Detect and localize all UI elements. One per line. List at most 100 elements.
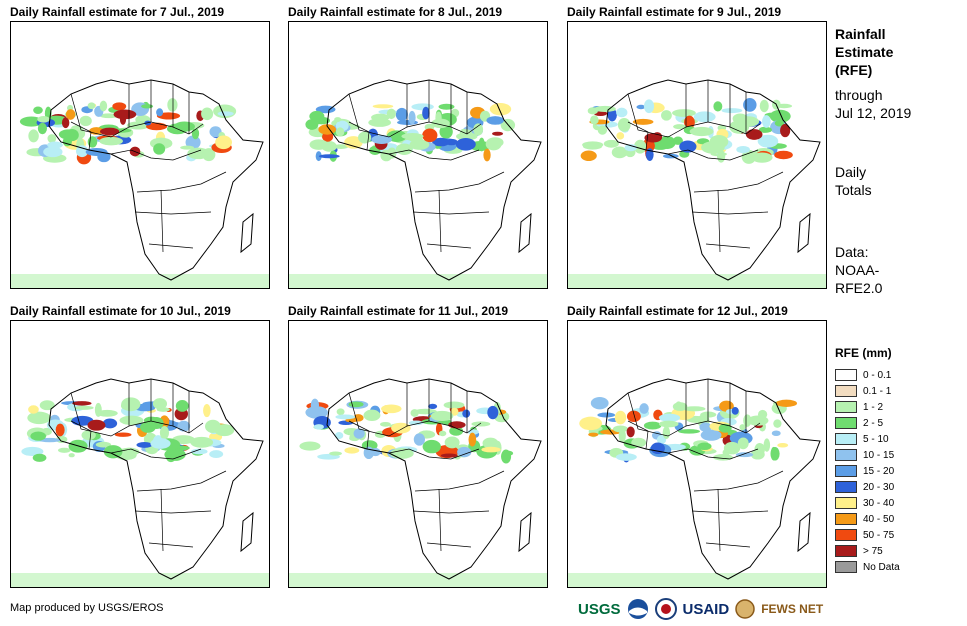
legend-item: 40 - 50 [835,511,900,527]
country-border [388,448,480,460]
rainfall-cell [455,137,476,151]
rainfall-cell [401,133,424,140]
rainfall-cell [118,447,140,456]
rainfall-cell [33,106,43,114]
rainfall-cell [408,420,424,426]
rainfall-cell [47,141,63,149]
rainfall-cell [737,437,749,450]
country-border [348,383,408,437]
rainfall-cell [333,144,349,149]
rainfall-cell [371,134,392,144]
rainfall-cell [590,396,609,410]
legend-item: 20 - 30 [835,479,900,495]
rainfall-cell [103,445,123,459]
rainfall-cell [335,127,345,137]
rainfall-cell [370,448,381,457]
rainfall-cell [773,419,782,428]
rainfall-cell [121,397,141,412]
legend-label: 40 - 50 [863,513,895,525]
legend-label: 50 - 75 [863,529,895,541]
rainfall-cell [662,426,671,439]
africa-coastline [326,378,542,580]
legend-item: 15 - 20 [835,463,900,479]
rainfall-cell [626,426,635,438]
country-border [70,121,92,151]
country-border [412,510,490,514]
rainfall-cell [173,121,195,132]
legend-item: 30 - 40 [835,495,900,511]
rainfall-cell [632,118,654,125]
rainfall-cell [643,421,662,430]
country-border [627,420,649,450]
rainfall-cell [643,99,655,114]
rainfall-cell [482,437,499,449]
africa-coastline [605,79,821,281]
country-border [691,510,769,514]
rainfall-cell [457,446,472,458]
country-border [426,243,472,249]
panel-title-6: Daily Rainfall estimate for 12 Jul., 201… [567,304,788,318]
rainfall-cell [435,111,442,125]
rainfall-cell [631,437,647,448]
rainfall-cell [443,401,465,409]
rainfall-cell [614,410,627,425]
rainfall-cell [617,117,631,132]
panel-title-5: Daily Rainfall estimate for 11 Jul., 201… [288,304,509,318]
rainfall-cell [190,436,214,448]
rainfall-cell [32,453,47,462]
rainfall-cell [615,453,637,461]
rainfall-cell [678,429,701,434]
rainfall-cell [167,98,178,112]
madagascar-outline [797,212,811,254]
rainfall-cell [774,119,785,127]
country-border [134,211,212,215]
rainfall-cell [594,105,616,113]
country-border [412,211,490,215]
rainfall-cell [428,403,438,409]
country-border [348,420,370,450]
rainfall-cell [318,154,340,159]
doi-seal-icon [654,598,677,620]
legend-swatch [835,401,857,413]
rainfall-cell [745,129,763,140]
rainfall-cell [75,145,89,158]
rainfall-cell [597,412,616,418]
legend-label: 0 - 0.1 [863,369,892,381]
rainfall-cell [79,115,92,127]
rainfall-cell [424,123,435,131]
rainfall-cell [81,430,96,441]
legend-label: 0.1 - 1 [863,385,892,397]
legend-label: 2 - 5 [863,417,884,429]
rainfall-cell [774,150,793,160]
legend-item: 2 - 5 [835,415,900,431]
rainfall-cell [413,433,425,446]
rainfall-cell [445,138,458,146]
rainfall-cell [481,446,501,453]
rainfall-cell [344,447,360,454]
rainfall-map-2 [288,21,548,289]
rainfall-cell [57,447,71,453]
rainfall-cell [626,410,641,422]
legend: 0 - 0.1 0.1 - 1 1 - 2 2 - 5 5 - 10 10 - … [835,367,900,575]
rainfall-cell [87,102,96,110]
rainfall-cell [315,105,336,114]
legend-item: 1 - 2 [835,399,900,415]
rainfall-cell [310,398,320,412]
rainfall-cell [313,424,324,430]
legend-label: 15 - 20 [863,465,895,477]
country-border [414,171,505,193]
legend-label: 20 - 30 [863,481,895,493]
rainfall-cell [780,123,791,138]
rainfall-cell [721,108,743,114]
madagascar-outline [240,212,254,254]
rainfall-cell [381,404,402,414]
rainfall-cell [336,408,345,416]
rainfall-cell [65,109,76,120]
country-border [348,84,408,138]
through-date: Jul 12, 2019 [835,105,912,121]
rainfall-cell [112,102,127,111]
rainfall-cell [603,139,619,148]
rainfall-cell [438,103,455,110]
country-border [148,243,194,249]
rainfall-cell [175,399,189,412]
